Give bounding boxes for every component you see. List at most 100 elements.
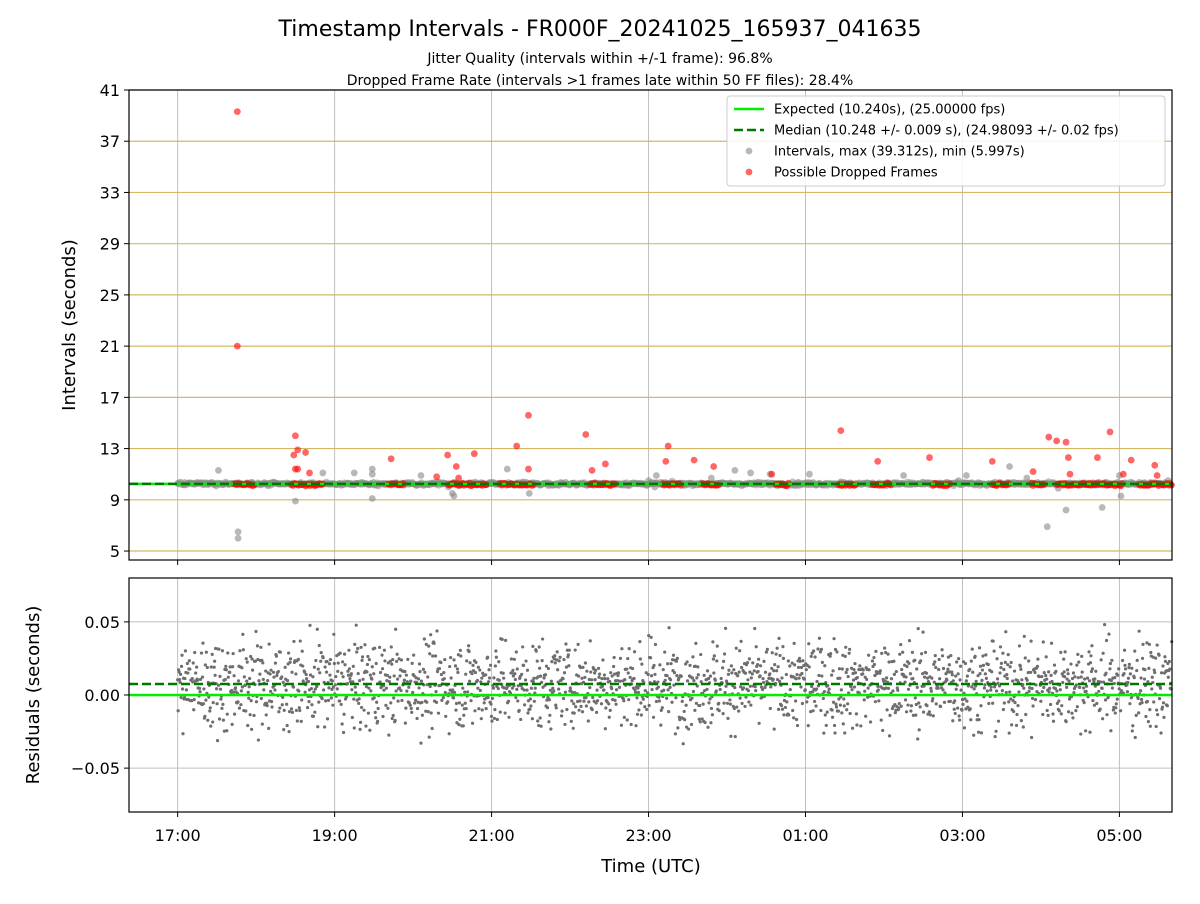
residual-point	[1006, 663, 1010, 667]
residual-point	[713, 678, 717, 682]
residual-point	[685, 679, 690, 683]
residual-point	[1090, 667, 1095, 671]
residual-point	[368, 728, 372, 732]
residual-point	[283, 665, 287, 669]
residual-point	[478, 668, 482, 672]
residual-point	[849, 666, 854, 670]
x-tick-label: 19:00	[312, 826, 358, 845]
residual-point	[796, 665, 801, 670]
residual-point	[876, 684, 880, 688]
residual-point	[951, 679, 955, 683]
residual-point	[304, 672, 308, 677]
residual-point	[843, 654, 847, 658]
residual-point	[1162, 715, 1166, 719]
residual-point	[341, 730, 346, 735]
residual-point	[1134, 713, 1138, 717]
interval-point	[450, 492, 458, 500]
residual-point	[197, 686, 202, 690]
residual-point	[810, 651, 814, 655]
residual-point	[654, 699, 659, 704]
residual-point	[946, 655, 950, 659]
residual-point	[1143, 668, 1147, 672]
residual-point	[345, 681, 350, 686]
residual-point	[398, 674, 402, 678]
residual-point	[454, 701, 459, 706]
residual-point	[465, 659, 469, 663]
residual-point	[1168, 667, 1172, 671]
residual-point	[730, 671, 734, 675]
residual-point	[578, 699, 582, 703]
residual-point	[178, 672, 183, 676]
residual-point	[619, 723, 624, 727]
residual-point	[1042, 685, 1046, 690]
residual-point	[580, 710, 585, 714]
residual-point	[1095, 701, 1099, 706]
residual-point	[223, 677, 227, 682]
top-y-tick-label: 25	[100, 286, 120, 305]
dropped-frame-point	[452, 463, 460, 470]
x-tick-label: 17:00	[155, 826, 201, 845]
residual-point	[452, 690, 457, 694]
residual-point	[669, 661, 673, 666]
residual-point	[942, 700, 947, 704]
residual-point	[995, 657, 999, 661]
chart-subtitle-dropped: Dropped Frame Rate (intervals >1 frames …	[347, 73, 854, 89]
residual-point	[739, 665, 744, 670]
residual-point	[750, 672, 754, 676]
legend-box	[726, 95, 1166, 187]
residual-point	[747, 700, 751, 704]
dropped-frame-point	[662, 457, 670, 465]
residual-point	[665, 696, 669, 700]
residual-point	[1133, 649, 1137, 653]
residual-point	[523, 678, 528, 682]
residual-point	[752, 669, 756, 673]
residual-point	[549, 679, 553, 683]
interval-point	[1062, 506, 1070, 514]
top-y-tick-label: 21	[100, 337, 120, 356]
residual-point	[802, 677, 806, 681]
residual-point	[1049, 673, 1053, 678]
residual-point	[265, 704, 269, 708]
residual-point	[1021, 682, 1025, 687]
residual-point	[435, 670, 440, 674]
dropped-frame-point	[525, 465, 532, 473]
residual-point	[1159, 671, 1164, 675]
residual-point	[651, 715, 656, 719]
interval-point	[291, 497, 299, 505]
residual-point	[442, 677, 446, 681]
residual-point	[1117, 687, 1121, 691]
residual-point	[1152, 668, 1156, 672]
residual-point	[260, 722, 264, 726]
residual-point	[940, 654, 945, 658]
residual-point	[510, 671, 514, 675]
residual-point	[1131, 724, 1135, 728]
residual-point	[628, 675, 632, 679]
residual-point	[258, 672, 262, 676]
residual-point	[899, 643, 903, 647]
top-y-tick-label: 9	[110, 491, 120, 510]
residual-point	[199, 651, 204, 655]
residual-point	[709, 721, 713, 725]
residual-point	[711, 640, 715, 644]
residual-point	[1144, 714, 1148, 719]
residual-point	[427, 644, 431, 648]
top-y-tick-label: 17	[100, 388, 120, 407]
residual-point	[282, 728, 286, 732]
residual-point	[359, 645, 363, 649]
residual-point	[780, 676, 784, 680]
residual-point	[815, 679, 819, 684]
residual-point	[267, 726, 271, 730]
residual-point	[317, 643, 321, 648]
residual-point	[1098, 707, 1102, 711]
dropped-frame-point	[988, 457, 996, 465]
residual-point	[426, 675, 430, 679]
residual-point	[798, 659, 802, 663]
residual-point	[965, 674, 969, 678]
residual-point	[671, 653, 676, 657]
residual-point	[426, 710, 430, 714]
residual-point	[454, 708, 458, 712]
residual-point	[225, 729, 229, 733]
residual-point	[751, 661, 755, 665]
residual-point	[917, 701, 921, 705]
residual-point	[402, 678, 407, 682]
